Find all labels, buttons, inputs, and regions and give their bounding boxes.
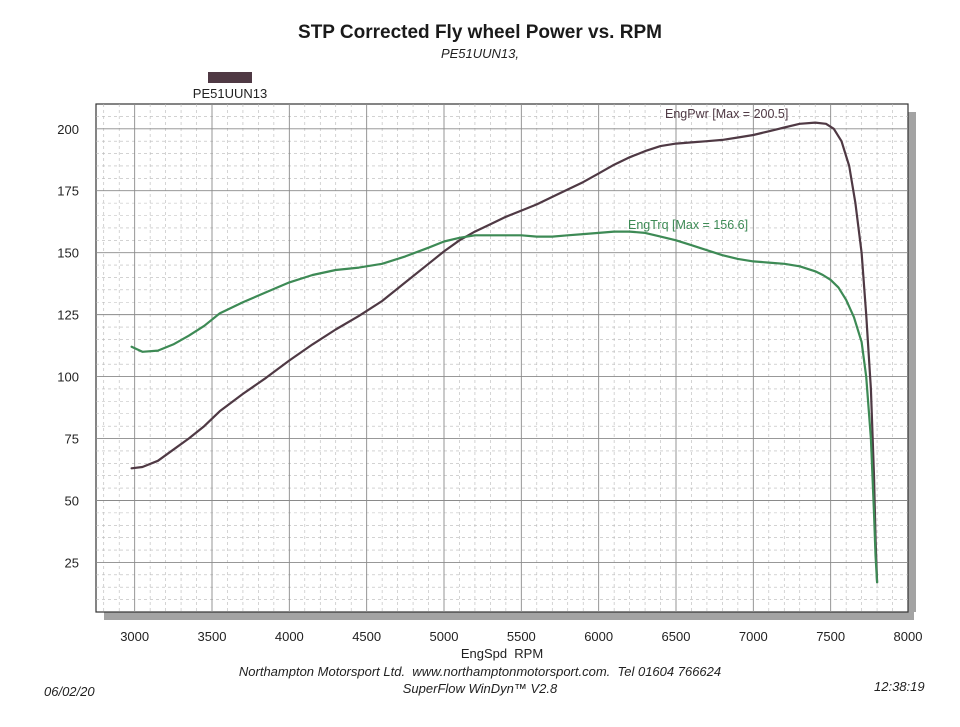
x-tick-label: 3500 (198, 629, 227, 644)
plot-area (95, 103, 909, 613)
grid (96, 104, 908, 612)
plot-shadow-right (908, 112, 916, 612)
y-tick-label: 125 (57, 308, 79, 323)
x-tick-label: 5000 (430, 629, 459, 644)
y-tick-label: 50 (65, 493, 79, 508)
axis-labels: 3000 3500 4000 4500 5000 5500 6000 6500 7000 7500… (57, 122, 922, 644)
x-tick-label: 4000 (275, 629, 304, 644)
x-tick-label: 6500 (662, 629, 691, 644)
footer-company: Northampton Motorsport Ltd. www.northamp… (238, 664, 722, 679)
legend: PE51UUN13 (182, 72, 278, 101)
x-tick-label: 7500 (816, 629, 845, 644)
x-tick-label: 7000 (739, 629, 768, 644)
y-tick-label: 150 (57, 246, 79, 261)
footer-software: SuperFlow WinDyn™ V2.8 (402, 681, 558, 696)
x-axis-label: EngSpd RPM (461, 646, 543, 661)
legend-swatch (208, 72, 252, 83)
y-tick-label: 200 (57, 122, 79, 137)
y-tick-label: 175 (57, 184, 79, 199)
chart-title: STP Corrected Fly wheel Power vs. RPM (298, 22, 662, 43)
series-line-engpwr (130, 121, 879, 584)
engpwr-annotation: EngPwr [Max = 200.5] (665, 107, 788, 121)
series-layer (130, 121, 879, 584)
x-tick-label: 5500 (507, 629, 536, 644)
footer-date: 06/02/20 (44, 684, 95, 699)
y-tick-label: 25 (65, 555, 79, 570)
engtrq-annotation: EngTrq [Max = 156.6] (628, 218, 748, 232)
series-line-engtrq (130, 230, 879, 584)
footer-time: 12:38:19 (874, 679, 925, 694)
x-tick-label: 8000 (894, 629, 923, 644)
chart-subtitle: PE51UUN13, (440, 46, 520, 61)
x-tick-label: 6000 (584, 629, 613, 644)
y-tick-label: 100 (57, 370, 79, 385)
legend-label: PE51UUN13 (192, 86, 268, 101)
y-tick-label: 75 (65, 432, 79, 447)
x-tick-label: 3000 (120, 629, 149, 644)
plot-shadow-bottom (104, 612, 914, 620)
x-tick-label: 4500 (352, 629, 381, 644)
